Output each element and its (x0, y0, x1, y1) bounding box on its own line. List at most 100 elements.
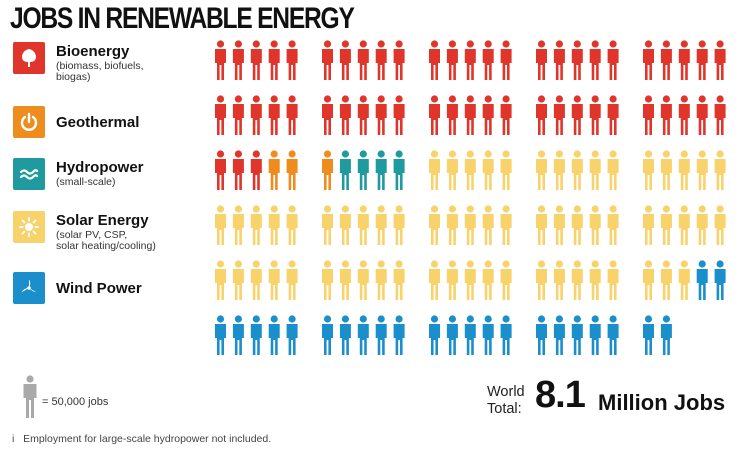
total-label-text: World Total: (487, 384, 525, 417)
person-icon-solar-energy (536, 205, 547, 245)
person-icon-bioenergy (714, 95, 726, 135)
legend-item-hydropower: Hydropower (small-scale) (13, 158, 203, 198)
person-icon-solar-energy (589, 205, 601, 245)
person-icon-wind-power (536, 315, 547, 355)
person-icon-solar-energy (250, 205, 262, 245)
person-icon-bioenergy (268, 40, 280, 80)
person-icon-bioenergy (553, 40, 565, 80)
person-icon-solar-energy (660, 260, 672, 300)
person-icon-solar-energy (553, 205, 565, 245)
person-icon-solar-energy (643, 260, 654, 300)
person-icon-bioenergy (286, 95, 298, 135)
person-icon-solar-energy (482, 205, 494, 245)
power-icon (13, 106, 45, 138)
person-icon-bioenergy (250, 40, 262, 80)
person-icon-solar-energy (268, 205, 280, 245)
person-icon-solar-energy (589, 260, 601, 300)
person-icon-solar-energy (696, 150, 708, 190)
person-icon-solar-energy (250, 260, 262, 300)
person-icon-solar-energy (429, 205, 440, 245)
person-icon-bioenergy (375, 95, 387, 135)
turbine-icon (13, 272, 45, 304)
chart-title: JOBS IN RENEWABLE ENERGY (10, 2, 355, 35)
legend-label: Wind Power (56, 280, 142, 297)
legend-label: Bioenergy (56, 43, 130, 60)
person-icon-bioenergy (375, 40, 387, 80)
person-icon-solar-energy (482, 150, 494, 190)
person-icon-solar-energy (714, 150, 726, 190)
person-icon-bioenergy (696, 40, 708, 80)
person-icon-solar-energy (464, 260, 476, 300)
person-icon-bioenergy (232, 95, 244, 135)
person-icon-bioenergy (571, 40, 583, 80)
person-icon-bioenergy (286, 40, 298, 80)
person-icon-bioenergy (696, 95, 708, 135)
person-icon-bioenergy (215, 40, 226, 80)
person-icon-wind-power (375, 315, 387, 355)
legend-note: (small-scale) (56, 176, 116, 188)
person-icon-bioenergy (393, 95, 405, 135)
person-icon-solar-energy (571, 205, 583, 245)
person-icon-bioenergy (446, 40, 458, 80)
person-icon-wind-power (250, 315, 262, 355)
person-icon-solar-energy (643, 150, 654, 190)
footnote-text: Employment for large-scale hydropower no… (23, 433, 272, 445)
person-icon-solar-energy (536, 150, 547, 190)
person-icon-bioenergy (464, 95, 476, 135)
person-icon-bioenergy (339, 95, 351, 135)
person-icon-solar-energy (500, 205, 512, 245)
waves-icon (13, 158, 45, 190)
person-icon-bioenergy (339, 40, 351, 80)
total-unit: Million Jobs (598, 390, 726, 415)
person-icon-wind-power (500, 315, 512, 355)
person-icon-bioenergy (322, 95, 333, 135)
person-icon-bioenergy (464, 40, 476, 80)
person-icon-solar-energy (322, 260, 333, 300)
person-icon-wind-power (464, 315, 476, 355)
legend-label: Solar Energy (56, 212, 149, 229)
person-icon-bioenergy (536, 95, 547, 135)
person-icon-solar-energy (696, 205, 708, 245)
person-icon-solar-energy (429, 150, 440, 190)
person-icon-hydropower (393, 150, 405, 190)
legend-note: (biomass, biofuels, biogas) (56, 60, 144, 83)
person-icon-bioenergy (643, 95, 654, 135)
person-icon-solar-energy (464, 205, 476, 245)
person-icon-bioenergy (215, 95, 226, 135)
person-icon-wind-power (589, 315, 601, 355)
person-icon (23, 375, 37, 418)
person-icon-geothermal (322, 150, 333, 190)
person-icon-geothermal (268, 150, 280, 190)
person-icon-bioenergy (393, 40, 405, 80)
person-icon-wind-power (643, 315, 654, 355)
person-icon-bioenergy (250, 95, 262, 135)
person-icon-solar-energy (571, 150, 583, 190)
person-icon-solar-energy (678, 260, 690, 300)
person-icon-wind-power (571, 315, 583, 355)
person-icon-solar-energy (446, 150, 458, 190)
person-icon-solar-energy (429, 260, 440, 300)
person-icon-solar-energy (286, 260, 298, 300)
person-icon-solar-energy (339, 260, 351, 300)
person-icon-solar-energy (446, 205, 458, 245)
person-icon-geothermal (286, 150, 298, 190)
total-value: 8.1 (535, 374, 586, 416)
legend-label: Hydropower (56, 159, 144, 176)
person-icon-wind-power (482, 315, 494, 355)
person-icon-wind-power (393, 315, 405, 355)
person-icon-solar-energy (393, 260, 405, 300)
person-icon-solar-energy (536, 260, 547, 300)
person-icon-bioenergy (678, 95, 690, 135)
leaf-icon (13, 42, 45, 74)
person-icon-bioenergy (357, 95, 369, 135)
person-icon-bioenergy (607, 40, 619, 80)
sun-icon (13, 211, 45, 243)
person-icon-bioenergy (643, 40, 654, 80)
person-icon-bioenergy (322, 40, 333, 80)
person-icon-solar-energy (678, 150, 690, 190)
person-icon-wind-power (268, 315, 280, 355)
person-icon-solar-energy (268, 260, 280, 300)
person-icon-wind-power (339, 315, 351, 355)
person-icon-solar-energy (589, 150, 601, 190)
